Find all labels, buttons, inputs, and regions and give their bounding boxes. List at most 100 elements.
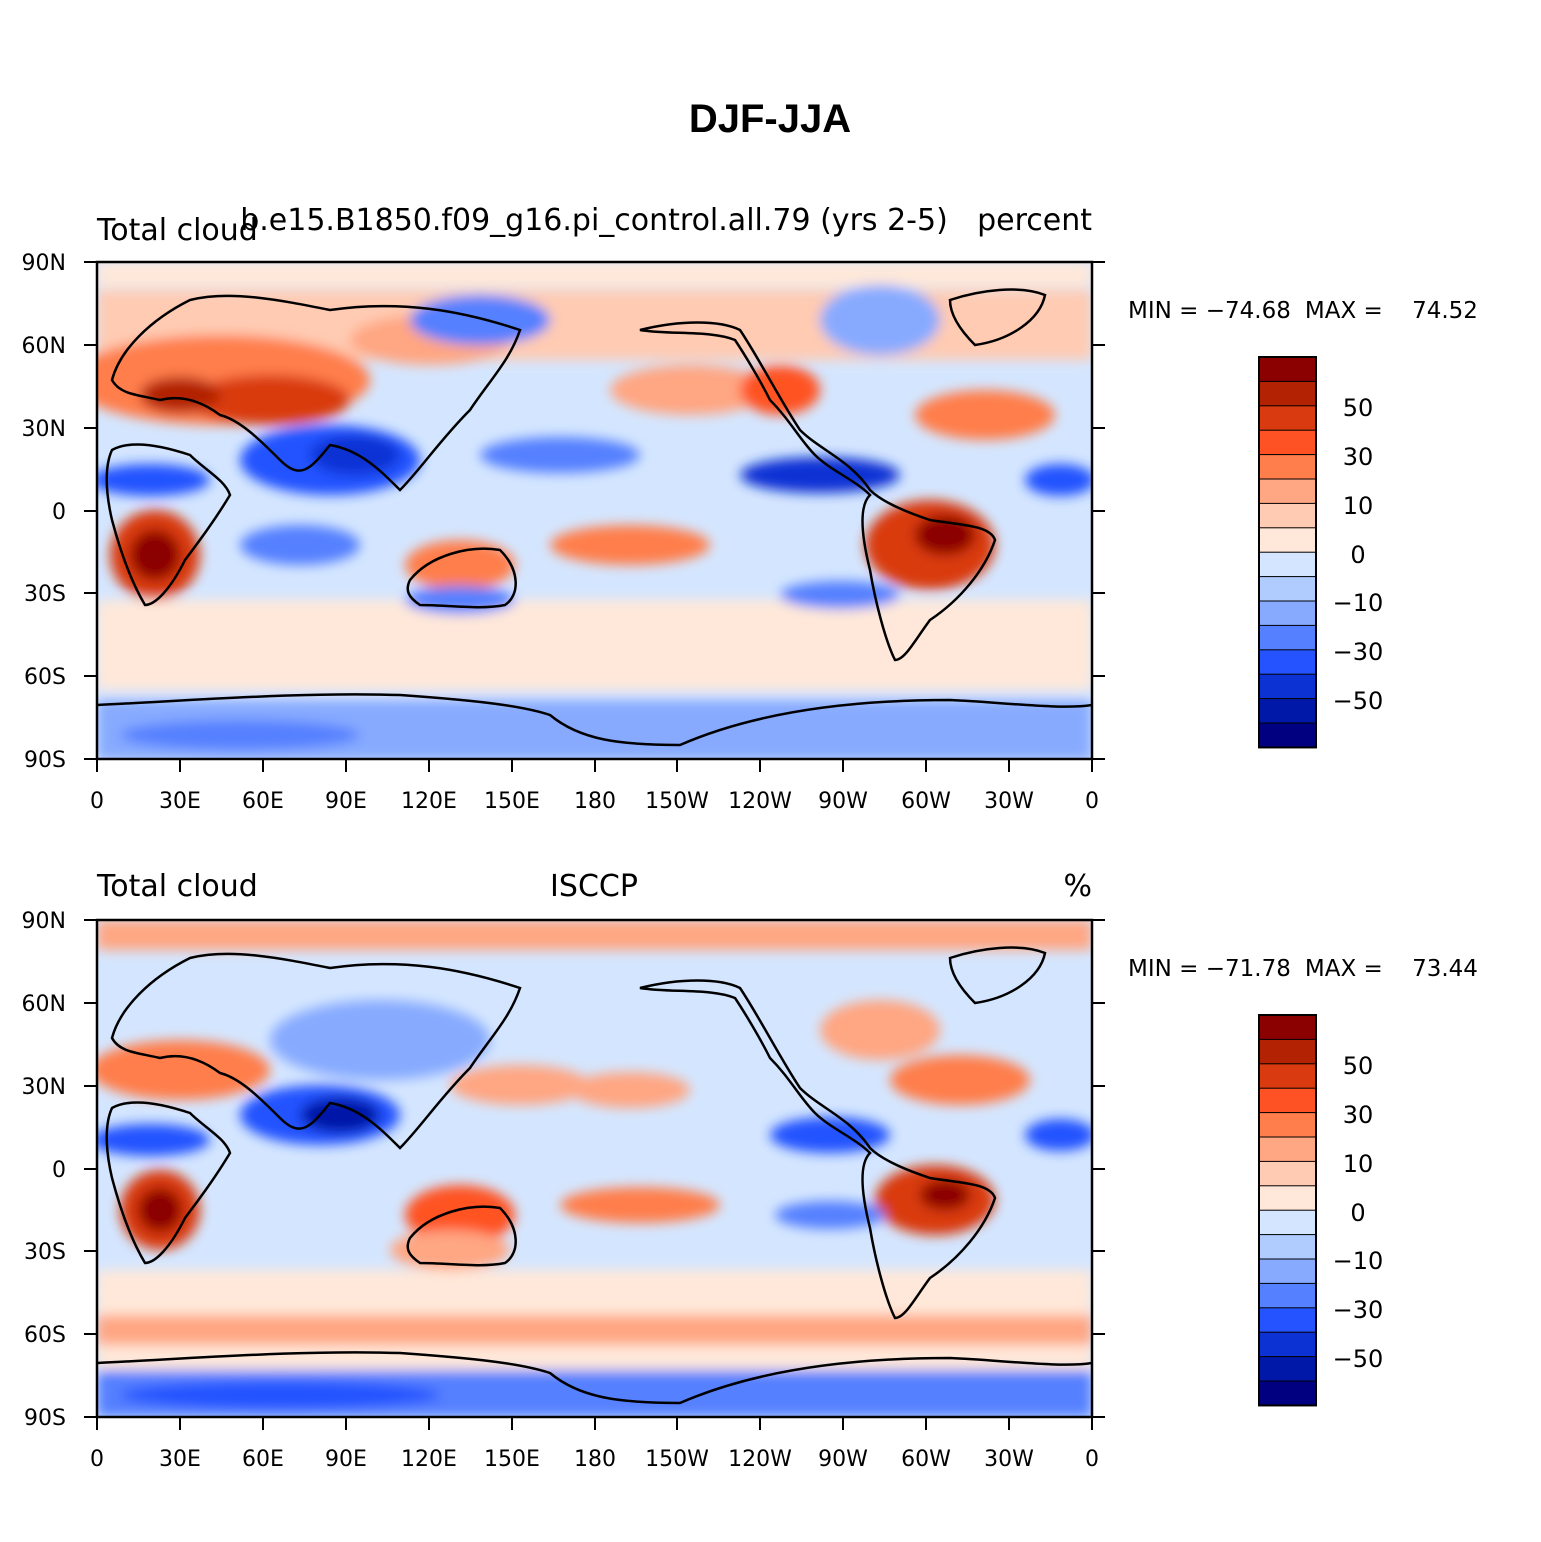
min-value: −74.68 xyxy=(1206,298,1291,324)
lon-label: 30W xyxy=(984,1447,1034,1472)
colorbar-label: 50 xyxy=(1343,1052,1374,1080)
lon-label: 60E xyxy=(242,789,284,814)
colorbar-swatch xyxy=(1258,429,1317,456)
colorbar-label: 10 xyxy=(1343,492,1374,520)
colorbar-label: 30 xyxy=(1343,1101,1374,1129)
panel-2: Total cloud ISCCP % xyxy=(22,869,1478,1472)
colorbar-swatch xyxy=(1258,1136,1317,1163)
lon-label: 180 xyxy=(574,1447,616,1472)
colorbar-labels-1: 50 30 10 0 −10 −30 −50 xyxy=(1333,394,1384,715)
lat-label: 60N xyxy=(22,992,66,1017)
lon-label: 0 xyxy=(90,1447,104,1472)
colorbar-swatch xyxy=(1258,722,1317,749)
panel-2-center-title: ISCCP xyxy=(550,869,638,904)
colorbar-swatch xyxy=(1258,1282,1317,1309)
colorbar-swatch xyxy=(1258,380,1317,407)
colorbar-swatch xyxy=(1258,1209,1317,1236)
lat-label: 30N xyxy=(22,1075,66,1100)
colorbar-swatch xyxy=(1258,1258,1317,1285)
colorbar-swatch xyxy=(1258,502,1317,529)
panel-1-center-title: b.e15.B1850.f09_g16.pi_control.all.79 (y… xyxy=(240,203,948,238)
colorbar-2 xyxy=(1258,1014,1317,1407)
lat-label: 30S xyxy=(24,582,66,607)
colorbar-frame xyxy=(1258,1014,1317,1407)
panel-2-right-title: % xyxy=(1063,869,1092,904)
map-frame-1 xyxy=(84,260,1105,772)
lat-label: 60S xyxy=(24,665,66,690)
colorbar-label: −10 xyxy=(1333,1247,1384,1275)
axis-ticks-1 xyxy=(84,261,1105,772)
lat-label: 90S xyxy=(24,748,66,773)
colorbar-label: −50 xyxy=(1333,1345,1384,1373)
lon-label: 90E xyxy=(325,1447,367,1472)
lon-labels-1: 0 30E 60E 90E 120E 150E 180 150W 120W 90… xyxy=(90,789,1099,814)
lat-label: 90N xyxy=(22,251,66,276)
colorbar-swatch xyxy=(1258,1331,1317,1358)
colorbar-swatch xyxy=(1258,649,1317,675)
colorbar-swatch xyxy=(1258,1038,1317,1065)
colorbar-label: −30 xyxy=(1333,1296,1384,1324)
lat-label: 30S xyxy=(24,1240,66,1265)
lat-label: 60N xyxy=(22,334,66,359)
colorbar-1 xyxy=(1258,356,1317,749)
min-label: MIN = xyxy=(1128,298,1206,324)
colorbar-label: 30 xyxy=(1343,443,1374,471)
axis-ticks-2 xyxy=(84,919,1105,1430)
colorbar-label: −30 xyxy=(1333,638,1384,666)
colorbar-swatch xyxy=(1258,1356,1317,1382)
lat-labels-2: 90N 60N 30N 0 30S 60S 90S xyxy=(22,909,66,1431)
lon-label: 120E xyxy=(401,789,457,814)
colorbar-swatch xyxy=(1258,1380,1317,1407)
lon-label: 150E xyxy=(484,1447,540,1472)
lon-label: 90E xyxy=(325,789,367,814)
colorbar-swatch xyxy=(1258,527,1317,553)
lon-label: 60W xyxy=(901,1447,951,1472)
colorbar-swatch xyxy=(1258,1234,1317,1260)
cloud-difference-field xyxy=(97,920,1092,1417)
panel-2-left-title: Total cloud xyxy=(96,869,258,904)
colorbar-swatch xyxy=(1258,673,1317,700)
colorbar-swatch xyxy=(1258,576,1317,602)
min-max-stats-2: MIN = −71.78 MAX = 73.44 xyxy=(1128,956,1478,982)
colorbar-swatch xyxy=(1258,624,1317,651)
colorbar-label: 50 xyxy=(1343,394,1374,422)
lon-label: 120W xyxy=(728,1447,792,1472)
lon-label: 60E xyxy=(242,1447,284,1472)
colorbar-swatch xyxy=(1258,1087,1317,1114)
lon-label: 60W xyxy=(901,789,951,814)
lat-label: 0 xyxy=(52,500,66,525)
min-label: MIN = xyxy=(1128,956,1206,982)
lon-label: 0 xyxy=(1085,789,1099,814)
max-label: MAX = xyxy=(1305,298,1390,324)
map-plot-2 xyxy=(97,920,1092,1417)
map-frame-2 xyxy=(84,918,1105,1430)
lon-label: 30W xyxy=(984,789,1034,814)
lat-label: 90S xyxy=(24,1406,66,1431)
colorbar-label: −50 xyxy=(1333,687,1384,715)
colorbar-label: −10 xyxy=(1333,589,1384,617)
colorbar-swatch xyxy=(1258,600,1317,627)
max-value: 74.52 xyxy=(1412,298,1478,324)
lat-label: 90N xyxy=(22,909,66,934)
colorbar-frame xyxy=(1258,356,1317,749)
colorbar-swatch xyxy=(1258,1307,1317,1334)
coastlines xyxy=(97,946,1092,1405)
colorbar-labels-2: 50 30 10 0 −10 −30 −50 xyxy=(1333,1052,1384,1373)
panel-1-left-title: Total cloud xyxy=(96,213,258,248)
lon-label: 90W xyxy=(818,789,868,814)
lon-label: 150E xyxy=(484,789,540,814)
colorbar-swatch xyxy=(1258,405,1317,431)
map-plot-1 xyxy=(97,262,1092,759)
colorbar-swatch xyxy=(1258,356,1317,383)
colorbar-swatch xyxy=(1258,1185,1317,1212)
panel-1: Total cloud b.e15.B1850.f09_g16.pi_contr… xyxy=(22,203,1478,814)
colorbar-swatch xyxy=(1258,1160,1317,1187)
max-label: MAX = xyxy=(1305,956,1390,982)
lon-label: 120E xyxy=(401,1447,457,1472)
main-title: DJF-JJA xyxy=(689,97,851,141)
colorbar-label: 10 xyxy=(1343,1150,1374,1178)
lat-labels-1: 90N 60N 30N 0 30S 60S 90S xyxy=(22,251,66,773)
colorbar-label: 0 xyxy=(1350,1199,1365,1227)
lon-label: 30E xyxy=(159,789,201,814)
